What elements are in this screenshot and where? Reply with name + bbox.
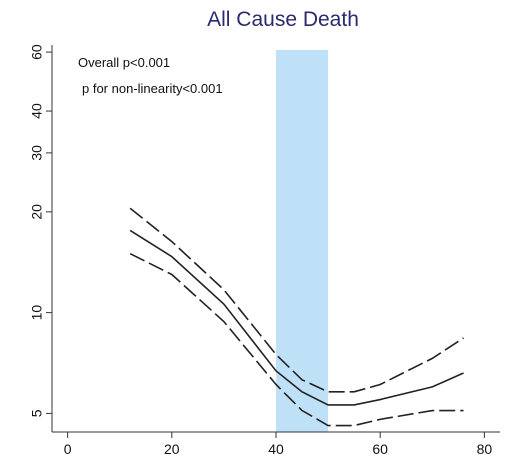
x-tick-label: 40 bbox=[268, 441, 284, 457]
x-tick-label: 20 bbox=[164, 441, 180, 457]
shaded-region bbox=[276, 50, 329, 432]
y-tick-label: 30 bbox=[29, 145, 45, 161]
annotation: p for non-linearity<0.001 bbox=[82, 81, 223, 96]
line bbox=[129, 207, 464, 393]
x-tick-label: 0 bbox=[64, 441, 72, 457]
x-tick-label: 80 bbox=[477, 441, 493, 457]
line bbox=[129, 229, 464, 406]
y-tick-label: 40 bbox=[29, 103, 45, 119]
line bbox=[129, 252, 464, 427]
y-tick-label: 10 bbox=[29, 305, 45, 321]
y-tick-label: 20 bbox=[29, 204, 45, 220]
annotation: Overall p<0.001 bbox=[78, 55, 170, 70]
chart-title: All Cause Death bbox=[207, 8, 359, 31]
y-tick-label: 60 bbox=[29, 44, 45, 60]
x-tick-label: 60 bbox=[372, 441, 388, 457]
y-tick-label: 5 bbox=[29, 409, 45, 417]
